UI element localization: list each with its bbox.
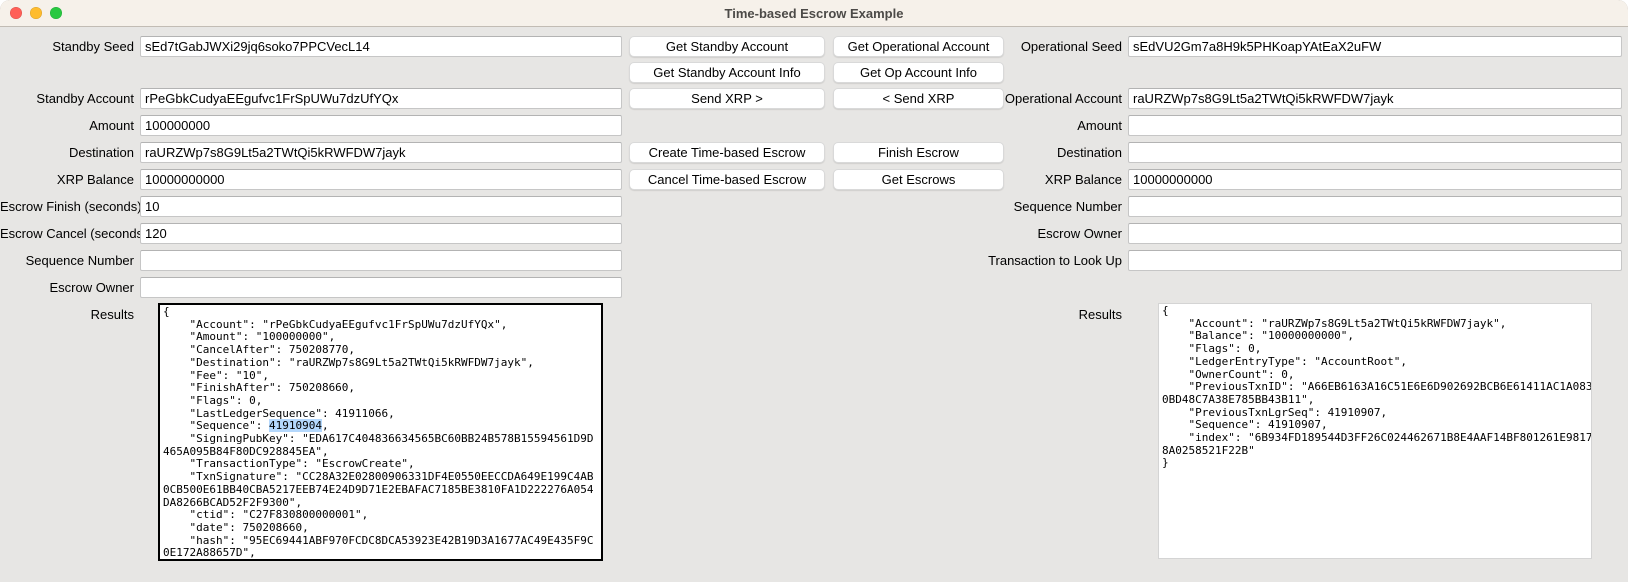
standby-destination-label: Destination: [68, 145, 134, 160]
operational-escrow-owner-input[interactable]: [1128, 223, 1622, 244]
operational-account-input[interactable]: [1128, 88, 1622, 109]
standby-sequence-number-input[interactable]: [140, 250, 622, 271]
standby-seed-label: Standby Seed: [52, 39, 134, 54]
operational-seed-label: Operational Seed: [1020, 39, 1122, 54]
standby-escrow-owner-input[interactable]: [140, 277, 622, 298]
titlebar: Time-based Escrow Example: [0, 0, 1628, 27]
standby-results-label: Results: [90, 307, 134, 322]
get-op-account-info-button[interactable]: Get Op Account Info: [833, 62, 1004, 83]
standby-account-input[interactable]: [140, 88, 622, 109]
get-standby-account-button[interactable]: Get Standby Account: [629, 36, 825, 57]
operational-sequence-number-input[interactable]: [1128, 196, 1622, 217]
close-button-icon[interactable]: [10, 7, 22, 19]
operational-xrp-balance-label: XRP Balance: [1044, 172, 1122, 187]
operational-seed-input[interactable]: [1128, 36, 1622, 57]
standby-results-after: , "SigningPubKey": "EDA617C404836634565B…: [163, 419, 594, 560]
get-escrows-button[interactable]: Get Escrows: [833, 169, 1004, 190]
standby-amount-input[interactable]: [140, 115, 622, 136]
standby-sequence-number-label: Sequence Number: [25, 253, 134, 268]
standby-results-before: { "Account": "rPeGbkCudyaEEgufvc1FrSpUWu…: [163, 305, 534, 433]
standby-escrow-owner-label: Escrow Owner: [49, 280, 134, 295]
standby-xrp-balance-input[interactable]: [140, 169, 622, 190]
operational-amount-label: Amount: [1077, 118, 1122, 133]
minimize-button-icon[interactable]: [30, 7, 42, 19]
standby-results-selection: 41910904: [268, 419, 322, 433]
operational-sequence-number-label: Sequence Number: [1013, 199, 1122, 214]
standby-destination-input[interactable]: [140, 142, 622, 163]
operational-amount-input[interactable]: [1128, 115, 1622, 136]
main-content: Standby Seed Standby Account Amount Dest…: [0, 27, 1628, 582]
operational-results-label: Results: [1078, 307, 1122, 322]
standby-xrp-balance-label: XRP Balance: [56, 172, 134, 187]
operational-results-text[interactable]: { "Account": "raURZWp7s8G9Lt5a2TWtQi5kRW…: [1158, 303, 1592, 559]
zoom-button-icon[interactable]: [50, 7, 62, 19]
standby-amount-label: Amount: [89, 118, 134, 133]
transaction-to-look-up-input[interactable]: [1128, 250, 1622, 271]
send-xrp-right-button[interactable]: Send XRP >: [629, 88, 825, 109]
operational-xrp-balance-input[interactable]: [1128, 169, 1622, 190]
finish-escrow-button[interactable]: Finish Escrow: [833, 142, 1004, 163]
operational-destination-label: Destination: [1056, 145, 1122, 160]
window-title: Time-based Escrow Example: [724, 5, 904, 21]
operational-destination-input[interactable]: [1128, 142, 1622, 163]
escrow-finish-seconds-input[interactable]: [140, 196, 622, 217]
get-operational-account-button[interactable]: Get Operational Account: [833, 36, 1004, 57]
standby-seed-input[interactable]: [140, 36, 622, 57]
get-standby-account-info-button[interactable]: Get Standby Account Info: [629, 62, 825, 83]
standby-account-label: Standby Account: [36, 91, 134, 106]
operational-escrow-owner-label: Escrow Owner: [1037, 226, 1122, 241]
escrow-finish-seconds-label: Escrow Finish (seconds): [0, 199, 142, 214]
send-xrp-left-button[interactable]: < Send XRP: [833, 88, 1004, 109]
operational-account-label: Operational Account: [1004, 91, 1122, 106]
escrow-cancel-seconds-label: Escrow Cancel (seconds): [0, 226, 148, 241]
standby-results-text[interactable]: { "Account": "rPeGbkCudyaEEgufvc1FrSpUWu…: [158, 303, 603, 561]
cancel-time-based-escrow-button[interactable]: Cancel Time-based Escrow: [629, 169, 825, 190]
traffic-lights: [10, 7, 62, 19]
create-time-based-escrow-button[interactable]: Create Time-based Escrow: [629, 142, 825, 163]
transaction-to-look-up-label: Transaction to Look Up: [988, 253, 1122, 268]
escrow-cancel-seconds-input[interactable]: [140, 223, 622, 244]
